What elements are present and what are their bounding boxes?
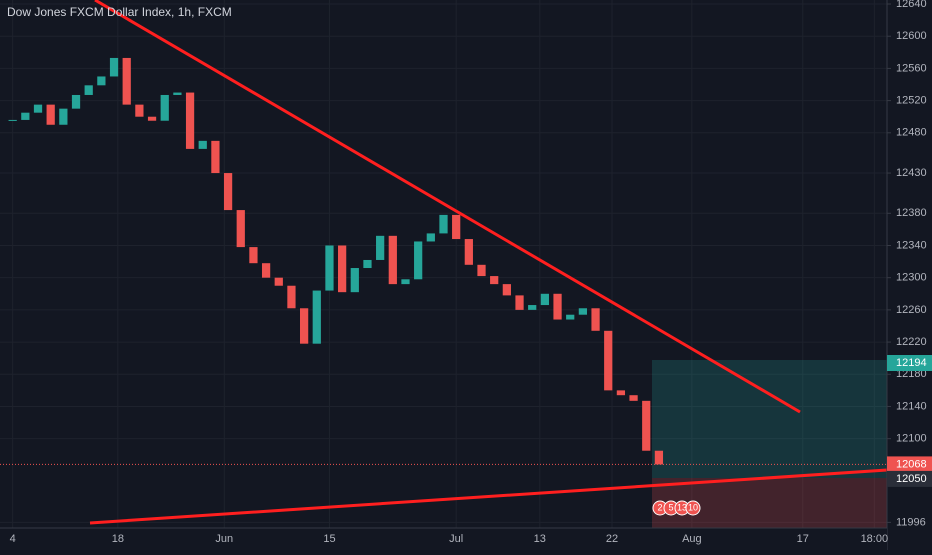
y-tick-label: 12380 xyxy=(896,207,927,219)
candle xyxy=(325,245,334,291)
x-tick-label: 17 xyxy=(797,533,809,545)
candle xyxy=(629,395,638,401)
candle xyxy=(452,214,461,240)
candle xyxy=(147,116,157,121)
candle xyxy=(299,308,309,344)
target-price-box xyxy=(887,355,932,371)
candles xyxy=(8,57,664,465)
candle xyxy=(287,285,296,309)
candle xyxy=(109,57,119,77)
y-tick-label: 12340 xyxy=(896,239,927,251)
candle xyxy=(540,293,549,306)
candle xyxy=(477,264,486,277)
x-tick-label: 18:00 xyxy=(861,533,889,545)
event-label: 2 xyxy=(657,502,662,512)
candle xyxy=(642,400,651,451)
candle xyxy=(46,104,55,125)
x-tick-label: 13 xyxy=(534,533,546,545)
candle xyxy=(502,284,511,296)
candle xyxy=(249,247,258,264)
time-axis xyxy=(0,528,887,550)
candle xyxy=(654,450,664,465)
x-tick-label: Jul xyxy=(449,533,463,545)
candle xyxy=(84,85,93,95)
y-tick-label: 12220 xyxy=(896,336,927,348)
candle xyxy=(135,104,144,117)
y-tick-label: 12600 xyxy=(896,30,927,42)
stop-price-label: 12050 xyxy=(896,473,927,485)
candle xyxy=(515,295,524,310)
candle xyxy=(376,235,385,260)
candle xyxy=(439,214,448,234)
candle xyxy=(591,308,600,331)
event-label: 13 xyxy=(677,502,687,512)
candle xyxy=(338,245,347,293)
current-price-label: 12068 xyxy=(896,458,927,470)
y-tick-label: 12560 xyxy=(896,62,927,74)
candle xyxy=(490,276,499,285)
grid xyxy=(0,0,887,528)
event-badge[interactable] xyxy=(685,500,701,516)
candle xyxy=(616,390,626,396)
candle xyxy=(122,57,131,105)
stop-price-box xyxy=(887,470,932,487)
candle xyxy=(578,308,588,315)
target-price-label: 12194 xyxy=(896,357,927,369)
x-tick-label: 22 xyxy=(606,533,618,545)
candle xyxy=(223,173,233,211)
y-tick-label: 12260 xyxy=(896,304,927,316)
x-tick-label: 4 xyxy=(10,533,16,545)
y-tick-label: 11996 xyxy=(896,516,926,528)
candle xyxy=(553,293,562,320)
y-tick-label: 12300 xyxy=(896,272,927,284)
y-tick-label: 12520 xyxy=(896,95,927,107)
y-tick-label: 12180 xyxy=(896,368,927,380)
candle xyxy=(21,112,30,120)
candle xyxy=(528,305,537,310)
candle xyxy=(604,330,613,391)
candle xyxy=(401,279,410,285)
candle xyxy=(160,94,169,121)
candle xyxy=(464,239,473,265)
event-label: 10 xyxy=(688,502,698,512)
candle xyxy=(59,108,68,125)
x-tick-label: Jun xyxy=(215,533,233,545)
candle xyxy=(426,233,435,242)
candle xyxy=(350,268,359,293)
candle xyxy=(261,263,271,278)
profit-zone xyxy=(652,360,887,478)
candle xyxy=(185,92,195,149)
y-tick-label: 12480 xyxy=(896,127,927,139)
candle xyxy=(97,76,106,86)
event-label: 5 xyxy=(668,502,673,512)
candle xyxy=(274,277,283,286)
candle xyxy=(71,94,81,109)
candle xyxy=(388,235,397,285)
y-tick-label: 12430 xyxy=(896,167,927,179)
candle xyxy=(566,314,575,320)
candle xyxy=(363,259,372,269)
y-tick-label: 12640 xyxy=(896,0,927,10)
candle xyxy=(173,92,182,95)
candle xyxy=(414,241,423,280)
x-tick-label: 15 xyxy=(323,533,335,545)
y-tick-label: 12100 xyxy=(896,433,927,445)
trend-line xyxy=(89,468,888,525)
candle xyxy=(312,290,321,344)
candle xyxy=(211,140,220,174)
candle xyxy=(198,140,207,149)
x-tick-label: 18 xyxy=(112,533,124,545)
x-tick-label: Aug xyxy=(682,533,702,545)
candle xyxy=(8,119,17,121)
candle xyxy=(33,104,43,113)
chart-title: Dow Jones FXCM Dollar Index, 1h, FXCM xyxy=(7,5,232,19)
y-tick-label: 12140 xyxy=(896,400,927,412)
trend-line xyxy=(94,0,801,414)
candle xyxy=(236,210,245,248)
